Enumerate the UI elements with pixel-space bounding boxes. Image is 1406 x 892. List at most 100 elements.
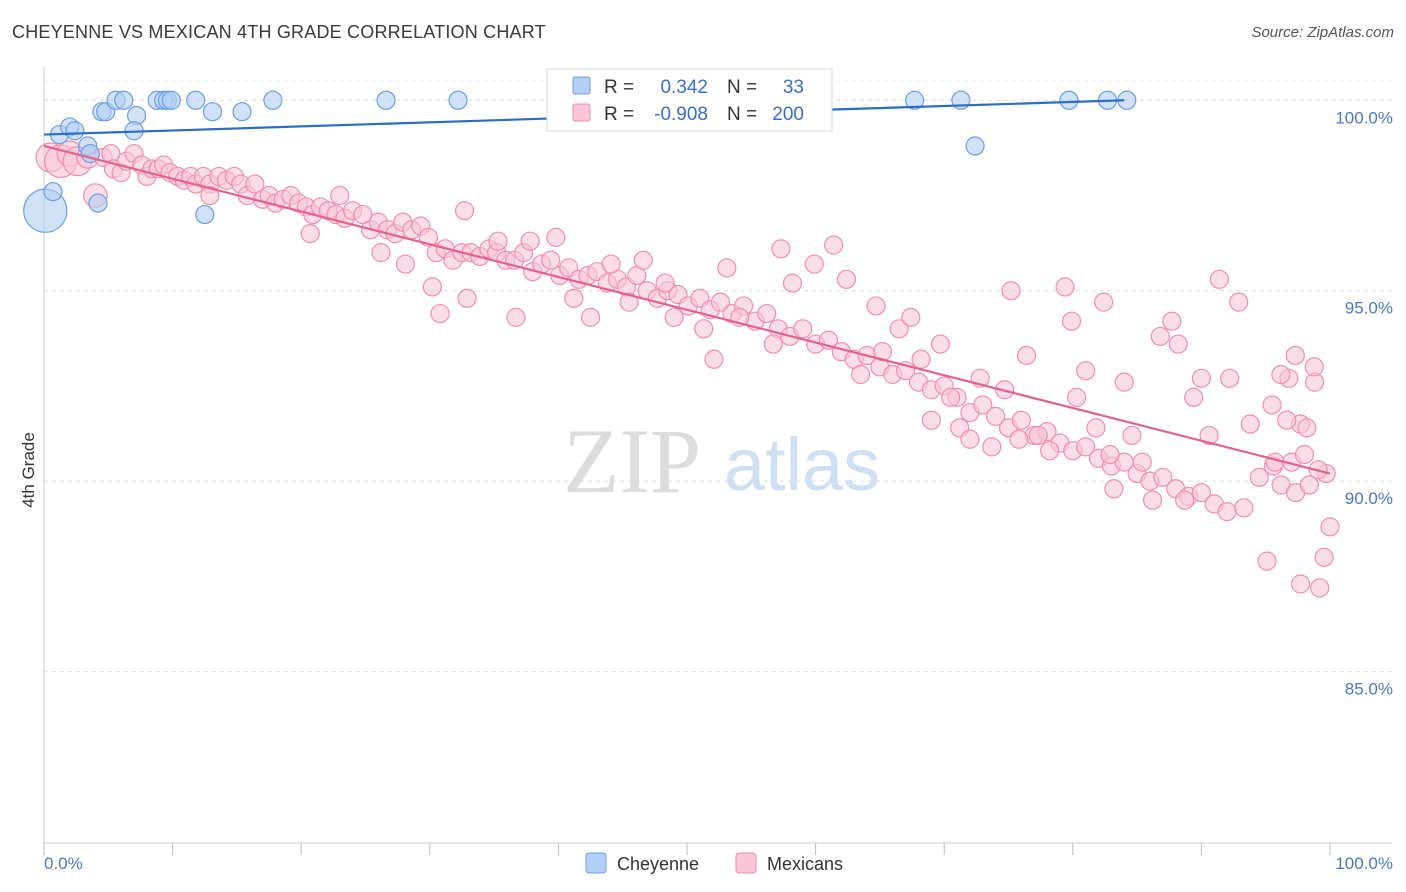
point-mexicans-184 <box>1150 326 1170 347</box>
bottom-legend-label-mexicans: Mexicans <box>767 854 843 874</box>
point-mexicans-216 <box>1304 357 1324 377</box>
point-mexicans-160 <box>930 334 950 354</box>
bottom-legend-swatch-mexicans <box>735 852 757 874</box>
point-mexicans-137 <box>580 307 601 327</box>
point-mexicans-196 <box>1249 467 1269 487</box>
legend-n-value-mexicans: 200 <box>772 104 804 125</box>
point-mexicans-138 <box>601 254 621 274</box>
point-mexicans-144 <box>704 349 724 369</box>
point-mexicans-123 <box>200 185 220 206</box>
point-mexicans-150 <box>804 254 824 274</box>
point-mexicans-134 <box>520 231 540 251</box>
point-mexicans-174 <box>1067 387 1087 407</box>
legend-r-label-mexicans: R = <box>604 104 634 125</box>
point-mexicans-136 <box>564 288 584 308</box>
point-mexicans-125 <box>330 185 350 206</box>
point-mexicans-177 <box>1094 292 1114 312</box>
y-tick-label-2: 95.0% <box>1345 299 1393 318</box>
point-cheyenne-22 <box>263 90 283 110</box>
point-mexicans-29 <box>245 174 265 194</box>
point-mexicans-142 <box>664 307 684 327</box>
bottom-legend-swatch-cheyenne <box>585 852 607 874</box>
watermark-zip: ZIP <box>563 410 701 512</box>
point-mexicans-128 <box>422 277 442 297</box>
point-cheyenne-4 <box>65 121 85 141</box>
point-mexicans-209 <box>1271 364 1291 385</box>
point-mexicans-188 <box>1184 387 1204 407</box>
point-mexicans-129 <box>430 303 450 324</box>
point-mexicans-140 <box>633 250 653 270</box>
point-mexicans-148 <box>771 239 791 259</box>
point-mexicans-165 <box>982 437 1002 457</box>
point-mexicans-187 <box>1175 490 1195 510</box>
y-axis-label: 4th Grade <box>19 432 38 508</box>
point-cheyenne-7 <box>88 193 108 213</box>
x-tick-label-first: 0.0% <box>44 854 83 873</box>
y-tick-label-1: 90.0% <box>1345 489 1393 508</box>
point-mexicans-218 <box>1314 547 1334 567</box>
point-mexicans-163 <box>960 429 980 449</box>
point-mexicans-89 <box>793 319 813 339</box>
point-cheyenne-20 <box>202 102 223 122</box>
point-mexicans-192 <box>1220 368 1240 388</box>
point-mexicans-180 <box>1114 372 1134 392</box>
point-mexicans-143 <box>694 319 714 339</box>
point-mexicans-183 <box>1142 490 1163 510</box>
legend-n-label-mexicans: N = <box>727 104 757 125</box>
tick-labels: 85.0% 90.0% 95.0% 100.0% 0.0% 100.0% <box>44 108 1393 873</box>
point-cheyenne-28 <box>1059 90 1079 110</box>
point-mexicans-159 <box>921 410 941 430</box>
point-cheyenne-25 <box>905 90 925 110</box>
point-mexicans-132 <box>488 231 508 251</box>
point-mexicans-122 <box>1217 502 1237 522</box>
x-tick-label-last: 100.0% <box>1335 854 1393 873</box>
point-mexicans-43 <box>353 204 373 225</box>
point-mexicans-201 <box>1285 345 1305 366</box>
point-mexicans-173 <box>1061 311 1082 331</box>
point-mexicans-203 <box>1297 418 1317 438</box>
point-mexicans-126 <box>371 243 391 263</box>
point-mexicans-210 <box>1277 410 1297 430</box>
point-mexicans-139 <box>619 292 639 312</box>
legend-swatch-cheyenne <box>572 76 591 95</box>
point-mexicans-145 <box>717 258 737 278</box>
watermark-atlas: atlas <box>724 423 880 506</box>
point-mexicans-168 <box>1009 429 1029 449</box>
point-cheyenne-17 <box>161 90 181 110</box>
point-mexicans-181 <box>1122 425 1142 446</box>
point-mexicans-82 <box>710 292 731 312</box>
point-mexicans-207 <box>1262 395 1282 415</box>
point-mexicans-179 <box>1104 479 1124 499</box>
point-mexicans-214 <box>1294 444 1315 465</box>
legend-swatch-mexicans <box>572 103 591 122</box>
point-mexicans-149 <box>782 273 803 293</box>
series-legend: Cheyenne Mexicans <box>585 852 843 874</box>
y-tick-label-3: 100.0% <box>1335 108 1393 127</box>
point-mexicans-151 <box>824 235 844 255</box>
point-mexicans-178 <box>1100 444 1120 465</box>
bottom-legend-label-cheyenne: Cheyenne <box>617 854 699 874</box>
point-mexicans-169 <box>1016 345 1037 366</box>
point-mexicans-215 <box>1299 475 1319 495</box>
point-mexicans-182 <box>1132 452 1152 472</box>
point-cheyenne-1 <box>43 182 63 202</box>
point-mexicans-135 <box>546 227 566 247</box>
legend-r-label-cheyenne: R = <box>604 77 634 98</box>
point-mexicans-171 <box>1040 441 1060 461</box>
point-mexicans-127 <box>395 254 415 274</box>
point-cheyenne-27 <box>965 136 985 156</box>
legend-box <box>546 68 833 132</box>
point-mexicans-219 <box>1320 517 1340 537</box>
point-mexicans-141 <box>655 273 675 293</box>
point-mexicans-152 <box>836 269 857 289</box>
point-mexicans-103 <box>973 395 993 415</box>
point-mexicans-189 <box>1191 368 1212 388</box>
point-mexicans-106 <box>1011 410 1031 430</box>
point-mexicans-156 <box>889 319 909 339</box>
source-label: Source: ZipAtlas.com <box>1251 24 1394 41</box>
point-mexicans-133 <box>506 307 526 327</box>
point-mexicans-111 <box>1076 437 1096 457</box>
point-mexicans-153 <box>851 364 871 385</box>
legend-r-value-mexicans: -0.908 <box>654 104 708 125</box>
